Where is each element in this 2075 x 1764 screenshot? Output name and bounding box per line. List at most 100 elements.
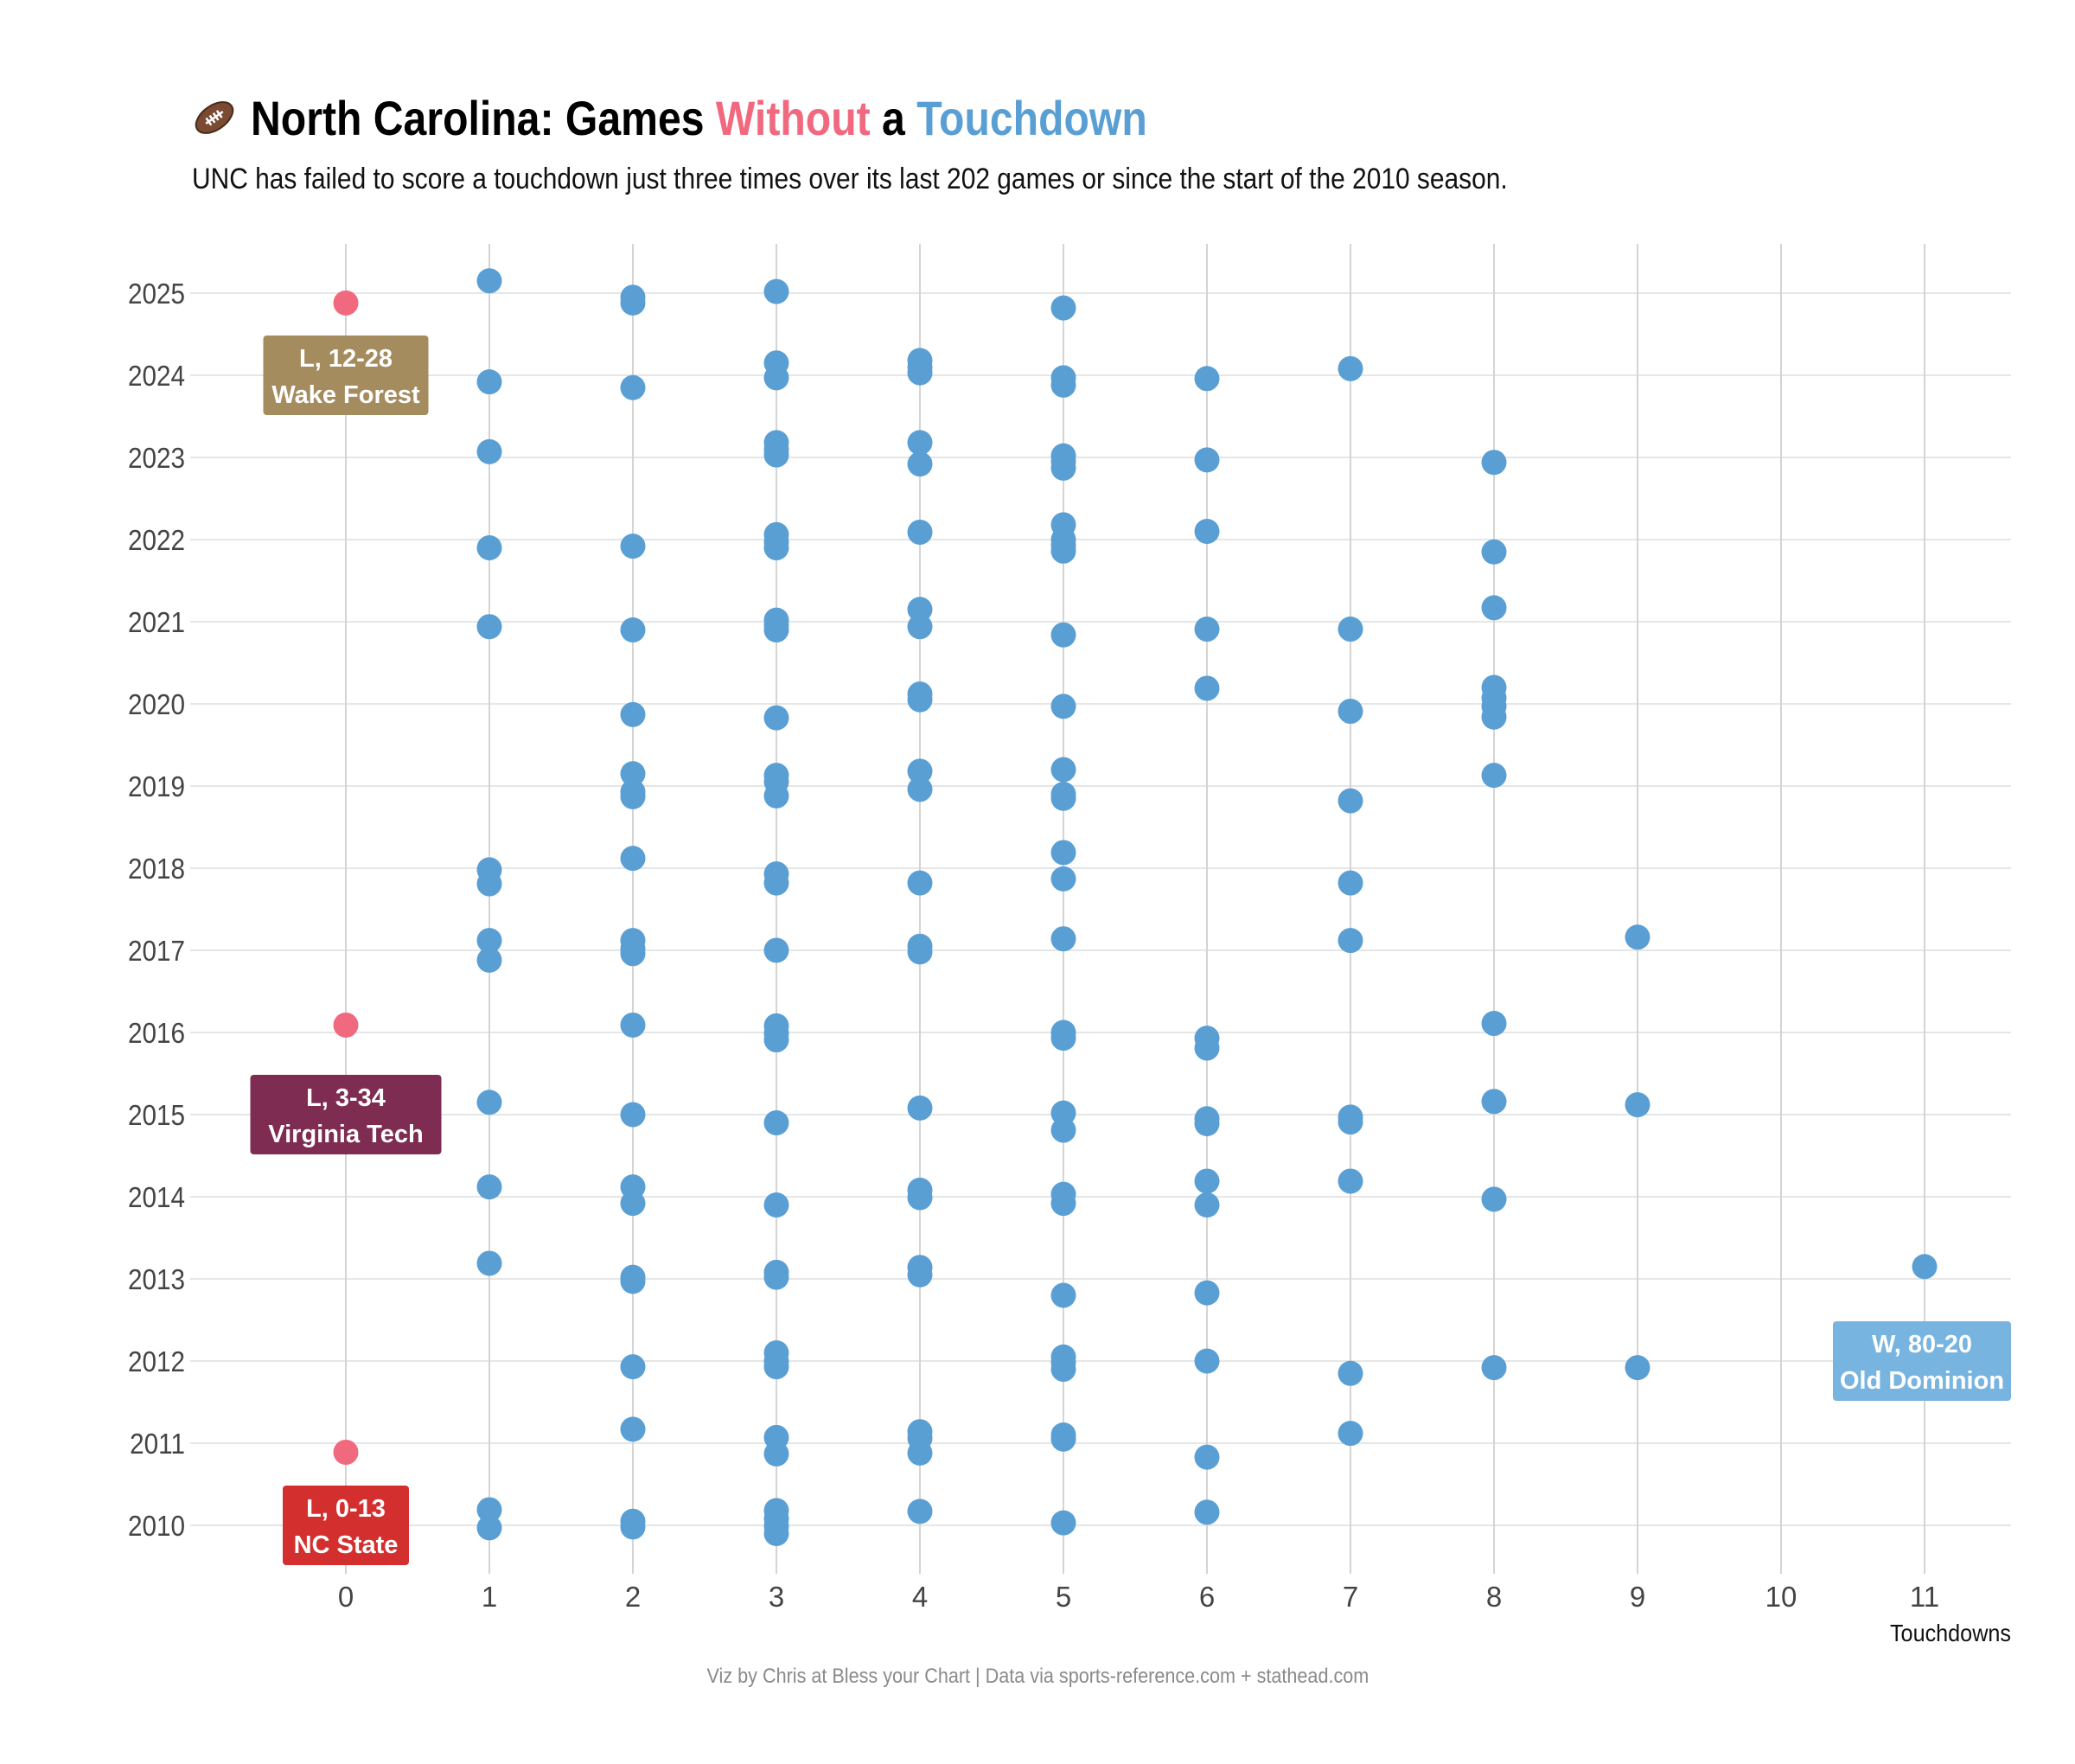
data-point bbox=[1338, 699, 1363, 725]
data-point bbox=[1050, 785, 1076, 811]
y-tick-label: 2021 bbox=[128, 607, 185, 639]
data-point bbox=[1050, 866, 1076, 892]
data-point bbox=[1338, 1421, 1363, 1447]
data-point bbox=[1338, 1168, 1363, 1194]
annotation-label: L, 3-34 Virginia Tech bbox=[250, 1075, 442, 1154]
data-point bbox=[907, 1185, 933, 1211]
y-tick-label: 2010 bbox=[128, 1511, 185, 1543]
data-point bbox=[1050, 295, 1076, 321]
title-middle: a bbox=[870, 90, 917, 145]
data-point bbox=[620, 1269, 646, 1294]
y-tick-label: 2024 bbox=[128, 361, 185, 393]
data-point bbox=[333, 1012, 359, 1038]
data-point bbox=[1481, 450, 1507, 476]
y-tick-label: 2022 bbox=[128, 525, 185, 557]
data-point bbox=[1338, 1360, 1363, 1386]
chart-caption: Viz by Chris at Bless your Chart | Data … bbox=[0, 1665, 2075, 1689]
x-tick-label: 7 bbox=[1343, 1581, 1358, 1613]
annotation-box bbox=[1833, 1321, 2011, 1401]
data-point bbox=[907, 1499, 933, 1524]
data-point bbox=[476, 871, 502, 897]
data-point bbox=[1194, 1035, 1220, 1061]
data-point bbox=[1338, 928, 1363, 954]
data-point bbox=[476, 1174, 502, 1200]
data-point bbox=[907, 687, 933, 713]
data-point bbox=[1194, 519, 1220, 544]
data-point bbox=[620, 1514, 646, 1540]
data-point bbox=[1050, 1117, 1076, 1143]
data-point bbox=[1481, 539, 1507, 565]
data-point bbox=[476, 1515, 502, 1541]
data-point bbox=[1050, 1510, 1076, 1536]
data-point bbox=[620, 1354, 646, 1380]
y-tick-label: 2014 bbox=[128, 1182, 185, 1214]
x-tick-label: 2 bbox=[625, 1581, 641, 1613]
data-point bbox=[476, 947, 502, 973]
data-point bbox=[907, 519, 933, 545]
data-point bbox=[333, 1439, 359, 1465]
data-point bbox=[907, 614, 933, 640]
data-point bbox=[476, 268, 502, 294]
annotation-box bbox=[250, 1075, 442, 1154]
y-tick-label: 2025 bbox=[128, 278, 185, 310]
data-point bbox=[1194, 366, 1220, 392]
data-point bbox=[1338, 788, 1363, 814]
data-point bbox=[620, 846, 646, 872]
y-tick-label: 2020 bbox=[128, 689, 185, 721]
data-point bbox=[763, 278, 789, 304]
data-point bbox=[763, 1027, 789, 1053]
data-point bbox=[763, 870, 789, 896]
annotation-label: L, 0-13 NC State bbox=[283, 1486, 409, 1565]
data-point bbox=[1050, 926, 1076, 952]
data-point bbox=[1194, 1280, 1220, 1306]
data-point bbox=[1050, 1026, 1076, 1051]
annotation-label: W, 80-20 Old Dominion bbox=[1833, 1321, 2011, 1401]
data-point bbox=[1050, 840, 1076, 866]
data-point bbox=[1912, 1254, 1938, 1280]
y-tick-label: 2012 bbox=[128, 1346, 185, 1378]
data-point bbox=[1194, 1192, 1220, 1218]
data-point bbox=[620, 941, 646, 967]
data-point bbox=[763, 617, 789, 642]
data-point bbox=[907, 870, 933, 896]
data-point bbox=[763, 535, 789, 560]
data-point bbox=[620, 761, 646, 787]
data-point bbox=[1338, 355, 1363, 381]
data-point bbox=[763, 1441, 789, 1467]
data-point bbox=[763, 783, 789, 808]
data-point bbox=[1050, 693, 1076, 719]
data-point bbox=[907, 360, 933, 386]
data-point bbox=[1481, 1011, 1507, 1037]
data-point bbox=[1050, 1357, 1076, 1382]
data-point bbox=[763, 1521, 789, 1546]
data-point bbox=[476, 438, 502, 464]
annotation-box bbox=[263, 336, 429, 415]
title-highlight-without: Without bbox=[715, 90, 871, 145]
data-point bbox=[1338, 617, 1363, 642]
data-point bbox=[620, 1012, 646, 1038]
title-prefix: North Carolina: Games bbox=[251, 90, 716, 145]
x-tick-label: 10 bbox=[1765, 1581, 1797, 1613]
chart-subtitle: UNC has failed to score a touchdown just… bbox=[192, 163, 1508, 195]
data-point bbox=[476, 535, 502, 560]
data-point bbox=[620, 1102, 646, 1128]
annotation-box bbox=[283, 1486, 409, 1565]
annotation-line2: Virginia Tech bbox=[268, 1121, 423, 1148]
data-point bbox=[333, 290, 359, 316]
annotation-line1: L, 3-34 bbox=[306, 1084, 386, 1112]
x-tick-label: 4 bbox=[912, 1581, 928, 1613]
data-point bbox=[476, 928, 502, 954]
x-tick-label: 6 bbox=[1199, 1581, 1215, 1613]
data-point bbox=[907, 939, 933, 965]
data-point bbox=[907, 758, 933, 784]
y-tick-label: 2023 bbox=[128, 443, 185, 475]
data-point bbox=[763, 705, 789, 731]
data-point bbox=[620, 617, 646, 642]
data-point bbox=[1050, 538, 1076, 564]
data-points bbox=[333, 268, 1938, 1546]
y-tick-label: 2017 bbox=[128, 936, 185, 968]
data-point bbox=[763, 937, 789, 963]
y-tick-label: 2013 bbox=[128, 1264, 185, 1296]
y-tick-label: 2018 bbox=[128, 853, 185, 885]
